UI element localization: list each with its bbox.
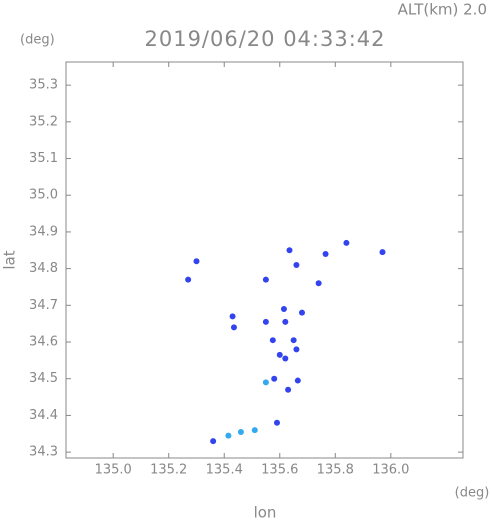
y-tick-label: 35.3 bbox=[29, 78, 58, 93]
echo bbox=[262, 318, 269, 325]
echo bbox=[282, 355, 289, 362]
echo bbox=[251, 427, 258, 434]
y-tick-label: 34.6 bbox=[29, 335, 58, 350]
altitude: ALT(km) 2.0 bbox=[398, 1, 487, 19]
echo bbox=[276, 351, 283, 358]
y-tick-label: 34.7 bbox=[29, 298, 58, 313]
echo bbox=[285, 386, 292, 393]
echo bbox=[290, 337, 297, 344]
y-tick-label: 35.2 bbox=[29, 114, 58, 129]
echo bbox=[269, 337, 276, 344]
echo bbox=[225, 432, 232, 439]
echo bbox=[262, 379, 269, 386]
x-tick-label: 135.8 bbox=[317, 463, 354, 478]
echo bbox=[379, 249, 386, 256]
echo bbox=[294, 377, 301, 384]
y-tick-label: 35.1 bbox=[29, 151, 58, 166]
echo bbox=[193, 258, 200, 265]
echo bbox=[230, 324, 237, 331]
echo bbox=[298, 309, 305, 316]
y-axis-label: lat bbox=[1, 250, 19, 269]
echo bbox=[271, 375, 278, 382]
x-tick-label: 135.4 bbox=[206, 463, 243, 478]
echo bbox=[322, 250, 329, 257]
y-tick-label: 34.9 bbox=[29, 224, 58, 239]
y-tick-label: 34.8 bbox=[29, 261, 58, 276]
x-unit: (deg) bbox=[455, 486, 490, 501]
echo bbox=[262, 276, 269, 283]
x-tick-label: 135.2 bbox=[150, 463, 187, 478]
x-tick-label: 135.6 bbox=[261, 463, 298, 478]
y-tick-label: 35.0 bbox=[29, 188, 58, 203]
chart-title: 2019/06/20 04:33:42 bbox=[144, 27, 385, 51]
x-tick-label: 136.0 bbox=[372, 463, 409, 478]
echo bbox=[210, 438, 217, 445]
echo bbox=[237, 428, 244, 435]
echo bbox=[315, 280, 322, 287]
echo bbox=[229, 313, 236, 320]
plot-frame bbox=[65, 61, 464, 459]
echo bbox=[293, 261, 300, 268]
echo bbox=[273, 419, 280, 426]
echo bbox=[185, 276, 192, 283]
x-axis-label: lon bbox=[254, 504, 277, 521]
echo bbox=[286, 247, 293, 254]
echo bbox=[293, 346, 300, 353]
echo bbox=[280, 305, 287, 312]
y-unit: (deg) bbox=[20, 33, 55, 48]
echo bbox=[343, 239, 350, 246]
y-tick-label: 34.5 bbox=[29, 371, 58, 386]
echo bbox=[282, 318, 289, 325]
y-tick-label: 34.4 bbox=[29, 408, 58, 423]
y-tick-label: 34.3 bbox=[29, 445, 58, 460]
x-tick-label: 135.0 bbox=[95, 463, 132, 478]
